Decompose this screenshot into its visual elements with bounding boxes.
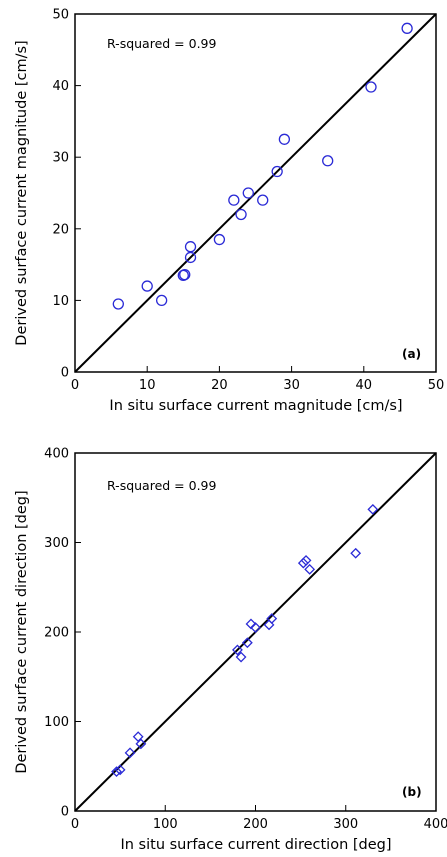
x-tick-label: 300 bbox=[333, 817, 358, 832]
data-point bbox=[124, 747, 136, 759]
one-to-one-line-a bbox=[74, 13, 437, 373]
x-tick-label: 10 bbox=[139, 378, 156, 393]
y-axis-label-a: Derived surface current magnitude [cm/s] bbox=[14, 40, 30, 345]
panel-label-a: (a) bbox=[402, 347, 421, 361]
data-point bbox=[184, 251, 197, 264]
x-tick-label: 0 bbox=[71, 817, 79, 832]
panel-b: 0 100 200 300 400 0 100 200 300 400 R-squared = 0… bbox=[14, 447, 447, 854]
y-tick-label: 20 bbox=[52, 222, 69, 237]
data-point bbox=[350, 547, 362, 559]
x-axis-label-a: In situ surface current magnitude [cm/s] bbox=[109, 398, 402, 414]
data-point bbox=[300, 554, 312, 566]
r-squared-annotation-a: R-squared = 0.99 bbox=[107, 36, 217, 51]
data-point bbox=[257, 194, 269, 206]
data-point bbox=[213, 233, 226, 246]
y-tick-label: 200 bbox=[44, 626, 69, 641]
x-tick-label: 50 bbox=[428, 378, 445, 393]
data-point bbox=[141, 280, 153, 292]
x-tick-label: 30 bbox=[283, 378, 300, 393]
y-tick-label: 300 bbox=[44, 536, 69, 551]
data-point bbox=[241, 637, 253, 649]
y-tick-label: 10 bbox=[52, 294, 69, 309]
axis-ticks-a: 0 10 20 30 40 50 0 10 20 30 40 50 bbox=[52, 8, 444, 394]
data-point bbox=[184, 241, 197, 253]
data-point bbox=[365, 81, 377, 93]
x-tick-label: 400 bbox=[424, 817, 447, 832]
x-axis-label-b: In situ surface current direction [deg] bbox=[120, 837, 391, 853]
y-tick-label: 50 bbox=[52, 8, 69, 23]
data-point bbox=[114, 764, 126, 776]
y-tick-label: 100 bbox=[44, 715, 69, 730]
y-tick-label: 0 bbox=[61, 805, 69, 820]
data-point bbox=[112, 298, 124, 310]
y-tick-label: 0 bbox=[61, 366, 69, 381]
data-point bbox=[179, 268, 191, 281]
data-point bbox=[242, 187, 254, 199]
data-points-a bbox=[112, 22, 413, 310]
x-tick-label: 100 bbox=[153, 817, 178, 832]
y-tick-label: 30 bbox=[52, 151, 69, 166]
axis-ticks-b: 0 100 200 300 400 0 100 200 300 400 bbox=[44, 447, 447, 833]
data-point bbox=[304, 563, 316, 575]
data-point bbox=[401, 22, 413, 34]
data-point bbox=[278, 133, 291, 145]
data-point bbox=[232, 644, 243, 656]
y-tick-label: 40 bbox=[52, 79, 69, 94]
x-tick-label: 200 bbox=[243, 817, 268, 832]
data-point bbox=[271, 165, 283, 178]
x-tick-label: 40 bbox=[356, 378, 373, 393]
data-point bbox=[228, 194, 240, 206]
data-points-b bbox=[111, 503, 379, 778]
data-point bbox=[155, 294, 168, 307]
data-point bbox=[250, 622, 261, 633]
data-point bbox=[297, 557, 309, 569]
data-point bbox=[245, 618, 257, 630]
panel-label-b: (b) bbox=[402, 785, 422, 799]
x-tick-label: 0 bbox=[71, 378, 79, 393]
data-point bbox=[111, 766, 122, 778]
x-tick-label: 20 bbox=[211, 378, 228, 393]
y-axis-label-b: Derived surface current direction [deg] bbox=[14, 490, 30, 773]
data-point bbox=[266, 613, 278, 624]
r-squared-annotation-b: R-squared = 0.99 bbox=[107, 478, 217, 493]
data-point bbox=[235, 208, 247, 221]
y-tick-label: 400 bbox=[44, 447, 69, 462]
data-point bbox=[135, 738, 147, 750]
data-point bbox=[367, 503, 379, 515]
data-point bbox=[322, 155, 334, 167]
data-point bbox=[235, 651, 247, 663]
